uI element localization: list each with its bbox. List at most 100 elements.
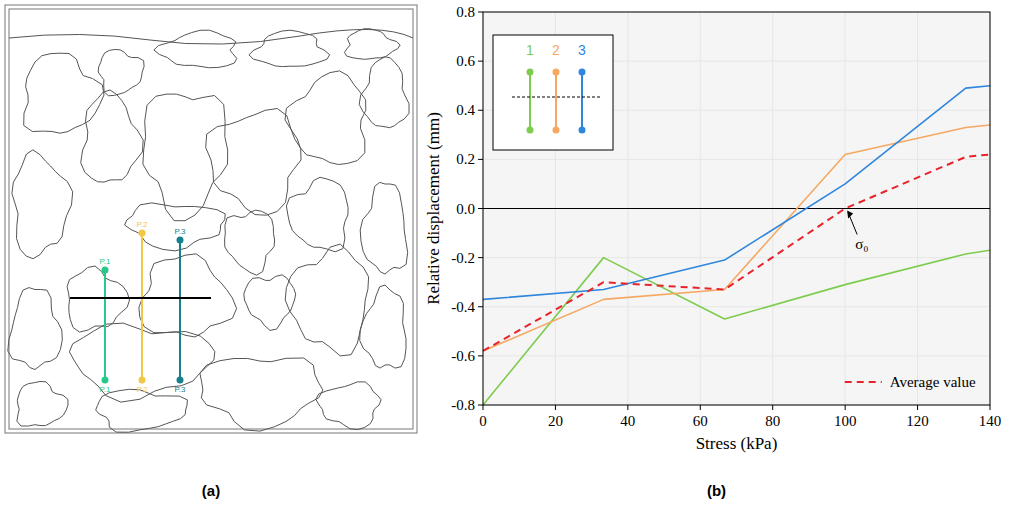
series-line [483, 250, 990, 405]
probe-end [177, 237, 184, 244]
probe-label: P.2 [137, 220, 149, 229]
frame-outer [5, 5, 417, 433]
probe: P.2 P.2 [137, 220, 149, 394]
probe-end [102, 267, 109, 274]
plot-frame [483, 12, 990, 405]
aggregate [154, 30, 237, 67]
grid-line [483, 208, 990, 209]
y-tick [478, 159, 483, 160]
frame-inner [9, 9, 413, 429]
legend: 1 2 3 [493, 35, 613, 150]
annotation: σ₀ [855, 236, 868, 252]
probe-label: P.2 [137, 385, 149, 394]
y-tick-label: -0.2 [451, 250, 475, 266]
legend-swatch [579, 127, 586, 134]
aggregate [12, 150, 73, 259]
x-tick [700, 405, 701, 410]
x-tick-label: 120 [906, 413, 929, 429]
aggregate [285, 244, 368, 356]
probe-end [177, 377, 184, 384]
annotation-arrowhead [847, 211, 853, 219]
x-tick [627, 405, 628, 410]
legend-swatch [527, 127, 534, 134]
x-tick [917, 405, 918, 410]
y-tick [478, 405, 483, 406]
aggregate [360, 182, 408, 274]
y-tick-label: 0.2 [456, 151, 475, 167]
legend-label: Average value [890, 374, 976, 390]
figure: P.1P.1P.2P.2P.3P.3(a)020406080100120140-… [0, 0, 1010, 511]
y-tick-label: -0.4 [451, 299, 475, 315]
probe-label: P.1 [100, 385, 112, 394]
legend-swatch [553, 127, 560, 134]
y-tick-label: -0.6 [451, 348, 475, 364]
series-line [483, 154, 990, 350]
aggregate [200, 358, 323, 431]
legend-label: 1 [526, 42, 534, 58]
y-tick [478, 110, 483, 111]
aggregate [249, 30, 330, 66]
y-tick-label: 0.6 [456, 53, 475, 69]
panel-caption: (a) [202, 482, 220, 499]
aggregate [17, 382, 68, 427]
y-tick-label: -0.8 [451, 397, 475, 413]
aggregate [81, 90, 144, 182]
y-tick [478, 12, 483, 13]
y-tick-label: 0.4 [456, 102, 475, 118]
probe-label: P.3 [175, 385, 187, 394]
y-tick [478, 306, 483, 307]
y-axis-title: Relative displacement (mm) [424, 112, 443, 305]
plot-background [483, 12, 990, 405]
probe-label: P.3 [175, 227, 187, 236]
aggregate [98, 50, 144, 96]
legend-swatch [581, 72, 583, 130]
y-tick-label: 0.0 [456, 201, 475, 217]
panel-caption: (b) [707, 482, 726, 499]
legend-swatch [555, 72, 557, 130]
aggregate [359, 57, 409, 128]
x-tick-label: 40 [620, 413, 635, 429]
legend-swatch [579, 69, 586, 76]
y-tick [478, 257, 483, 258]
series-line [483, 125, 990, 351]
y-tick [478, 61, 483, 62]
probe-end [139, 377, 146, 384]
interface-line [70, 297, 211, 299]
panel-a: P.1 P.1 P.2 P.2 P.3 P.3 [5, 5, 417, 433]
aggregate [206, 109, 301, 216]
x-tick-label: 20 [548, 413, 563, 429]
aggregate [8, 288, 63, 370]
probe-label: P.1 [100, 257, 112, 266]
x-tick [483, 405, 484, 410]
y-tick-label: 0.8 [456, 4, 475, 20]
legend-swatch [553, 69, 560, 76]
grid-line [483, 159, 990, 160]
legend-label: 2 [552, 42, 560, 58]
aggregate [67, 266, 129, 332]
x-tick-label: 140 [979, 413, 1002, 429]
x-tick-label: 80 [765, 413, 780, 429]
aggregate [344, 29, 400, 60]
x-tick [845, 405, 846, 410]
aggregate [24, 53, 104, 133]
probe: P.3 P.3 [175, 227, 187, 394]
legend-swatch [845, 381, 882, 383]
legend-swatch [529, 72, 531, 130]
x-tick-label: 0 [479, 413, 487, 429]
legend-swatch [527, 69, 534, 76]
aggregate [125, 203, 226, 251]
x-tick [772, 405, 773, 410]
aggregate [285, 71, 366, 165]
aggregate [143, 94, 228, 221]
probe-line [104, 270, 106, 380]
grid-line [483, 355, 990, 356]
aggregate [360, 285, 406, 368]
aggregate [225, 210, 275, 275]
grid-line [483, 257, 990, 258]
zero-line [483, 208, 990, 209]
x-tick-label: 60 [693, 413, 708, 429]
top-boundary [9, 29, 413, 44]
legend-interface [512, 97, 600, 98]
probe-line [141, 233, 143, 380]
legend-label: 3 [578, 42, 586, 58]
